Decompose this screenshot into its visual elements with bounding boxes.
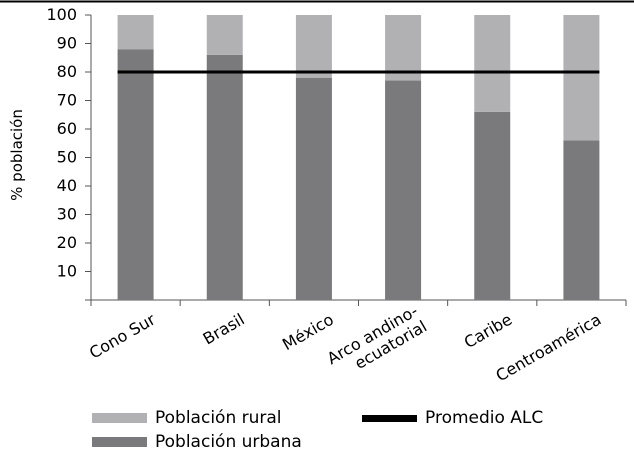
bar-rural-2	[295, 15, 332, 78]
y-tick-label-10: 10	[57, 262, 77, 281]
y-axis-label-group: % población	[8, 109, 26, 201]
bar-rural-1	[206, 15, 243, 55]
y-tick-label-80: 80	[57, 62, 77, 81]
legend-label-urban: Población urbana	[155, 432, 302, 452]
y-tick-label-90: 90	[57, 34, 77, 53]
x-tick-label-0: Cono Sur	[86, 309, 159, 362]
y-tick-label-60: 60	[57, 119, 77, 138]
y-tick-label-50: 50	[57, 148, 77, 167]
legend-label-rural: Población rural	[155, 408, 282, 428]
bar-urban-2	[295, 77, 332, 300]
y-tick-label-30: 30	[57, 205, 77, 224]
x-tick-label-3: Arco andino-ecuatorial	[324, 301, 430, 384]
legend-item-rural: Población rural	[92, 408, 282, 428]
legend-label-avg: Promedio ALC	[425, 408, 544, 428]
y-tick-label-20: 20	[57, 233, 77, 252]
bar-rural-5	[563, 15, 600, 141]
bars	[117, 15, 600, 301]
bar-urban-3	[385, 80, 422, 300]
bar-rural-3	[385, 15, 422, 81]
bar-rural-4	[474, 15, 511, 112]
legend: Población rural Población urbana Promedi…	[92, 408, 612, 460]
x-tick-label-4: Caribe	[461, 310, 516, 352]
bar-rural-0	[117, 15, 154, 50]
x-tick-label-1: Brasil	[200, 310, 248, 349]
legend-item-urban: Población urbana	[92, 432, 302, 452]
x-tick-label-2: México	[279, 310, 337, 354]
bar-urban-5	[563, 140, 600, 300]
y-tick-label-40: 40	[57, 176, 77, 195]
legend-swatch-urban	[92, 437, 147, 447]
legend-swatch-avg	[362, 414, 417, 422]
bar-urban-0	[117, 49, 154, 301]
axes	[0, 0, 634, 306]
legend-swatch-rural	[92, 413, 147, 423]
y-tick-label-100: 100	[46, 5, 77, 24]
y-tick-label-70: 70	[57, 91, 77, 110]
bar-urban-4	[474, 111, 511, 301]
y-tick-labels: 10 20 30 40 50 60 70 80 90 100	[46, 5, 77, 281]
y-axis-label: % población	[8, 109, 26, 201]
bar-urban-1	[206, 54, 243, 301]
legend-item-avg: Promedio ALC	[362, 408, 543, 428]
